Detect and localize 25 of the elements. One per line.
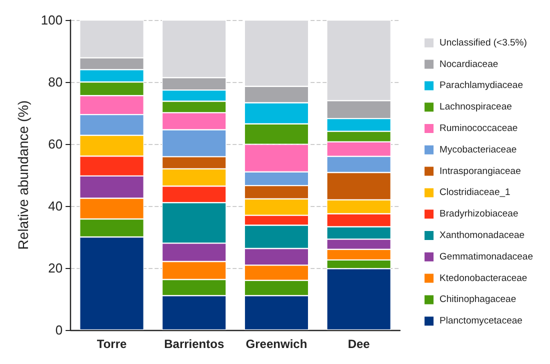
x-tick-label: Greenwich xyxy=(246,337,308,351)
legend-label: Xanthomonadaceae xyxy=(440,230,525,241)
legend-label: Mycobacteriaceae xyxy=(440,144,517,156)
y-tick-label: 20 xyxy=(48,260,63,276)
legend-label: Ruminococcaceae xyxy=(440,123,518,134)
legend-label: Unclassified (<3.5%) xyxy=(440,37,527,48)
y-tick-label: 100 xyxy=(40,12,63,28)
y-axis-title: Relative abundance (%) xyxy=(15,100,31,250)
y-tick-label: 0 xyxy=(55,322,63,338)
legend-label: Clostridiaceae_1 xyxy=(440,187,510,198)
y-tick-label: 80 xyxy=(48,74,63,90)
y-tick-label: 40 xyxy=(48,198,63,214)
y-tick-label: 60 xyxy=(48,136,63,152)
legend-label: Ktedonobacteraceae xyxy=(440,272,528,284)
x-tick-label: Dee xyxy=(348,337,370,351)
legend-label: Planctomycetaceae xyxy=(440,316,522,327)
legend-label: Intrasporangiaceae xyxy=(440,166,521,177)
legend-label: Gemmatimonadaceae xyxy=(440,251,534,262)
legend-label: Chitinophagaceae xyxy=(440,294,516,306)
x-tick-label: Torre xyxy=(96,337,127,351)
legend-label: Bradyrhizobiaceae xyxy=(440,208,518,220)
x-tick-label: Barrientos xyxy=(164,337,224,351)
legend-label: Parachlamydiaceae xyxy=(440,80,523,92)
legend-label: Lachnospiraceae xyxy=(440,102,512,113)
legend-label: Nocardiaceae xyxy=(440,58,498,70)
